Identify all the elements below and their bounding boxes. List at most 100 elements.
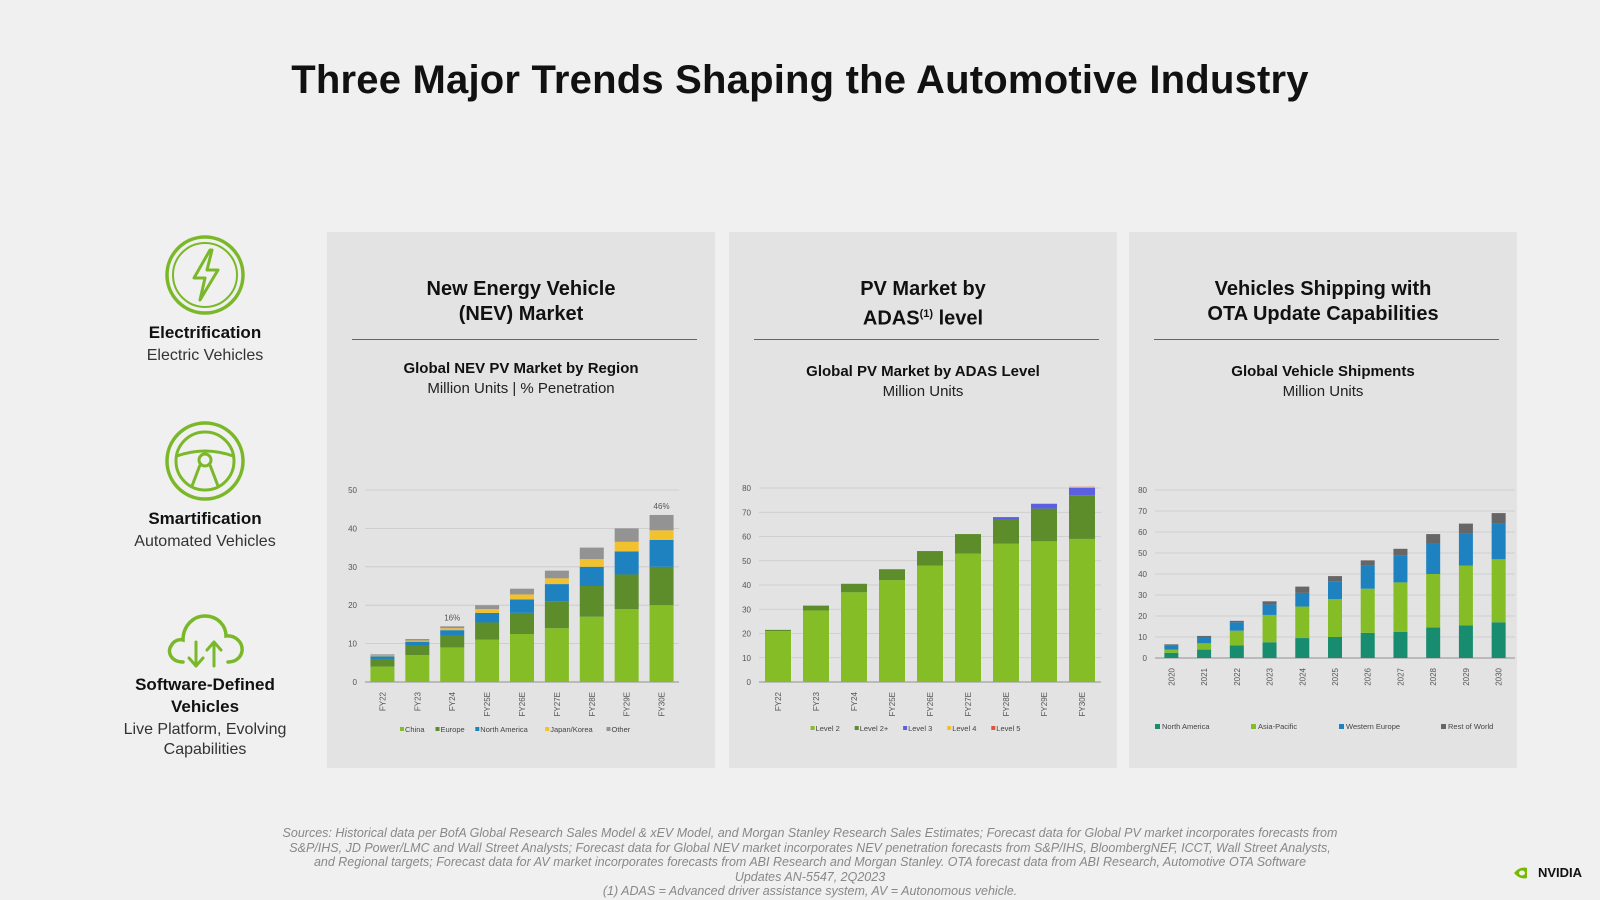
bar-segment <box>440 628 465 631</box>
nvidia-logo: NVIDIA <box>1513 865 1582 880</box>
bar-segment <box>1069 487 1095 488</box>
adas-market-panel: PV Market by ADAS(1) level Global PV Mar… <box>729 232 1117 768</box>
bar-segment <box>649 514 674 531</box>
trend-name: Electrification <box>148 323 262 342</box>
legend-label: Level 2+ <box>860 724 889 733</box>
x-tick-label: FY27E <box>553 692 562 716</box>
panel-heading: PV Market by ADAS(1) level <box>729 277 1117 332</box>
nev-chart: 0 10 20 30 40 50 FY22 FY23 FY24 FY25E FY26E FY27E FY… <box>348 486 679 734</box>
x-tick-label: FY29E <box>623 692 632 716</box>
footnote-line: and Regional targets; Forecast data for … <box>313 855 1307 869</box>
bar-segment <box>1393 555 1408 583</box>
bar-segment <box>1031 503 1057 509</box>
x-tick-label: 2030 <box>1495 667 1504 685</box>
y-tick-label: 40 <box>1138 570 1147 579</box>
bar-segment <box>405 645 430 656</box>
trend-software-defined-vehicles: Software-Defined Vehicles Live Platform,… <box>110 604 300 760</box>
bar-segment <box>993 543 1019 682</box>
y-tick-label: 50 <box>348 486 357 495</box>
bar-segment <box>1393 582 1408 632</box>
legend-label: Western Europe <box>1346 722 1400 731</box>
bar-segment <box>1458 523 1473 534</box>
x-tick-label: 2024 <box>1298 667 1307 685</box>
x-tick-label: FY27E <box>964 692 973 716</box>
legend-swatch <box>1251 724 1256 729</box>
bar-segment <box>1031 508 1057 542</box>
ota-panel: Vehicles Shipping with OTA Update Capabi… <box>1129 232 1517 768</box>
bar-segment <box>405 638 430 641</box>
bar-segment <box>1164 649 1179 653</box>
bar-segment <box>1328 637 1342 658</box>
x-tick-label: FY22 <box>378 691 387 711</box>
bar-segment <box>1295 606 1310 639</box>
bar-segment <box>1360 560 1375 566</box>
bar-segment <box>1164 652 1179 658</box>
legend-label: Japan/Korea <box>550 725 593 734</box>
bar-segment <box>649 605 674 682</box>
y-tick-label: 30 <box>348 563 357 572</box>
legend-swatch <box>810 726 815 730</box>
bar-segment <box>1458 625 1473 658</box>
y-tick-label: 70 <box>1138 507 1147 516</box>
chart-unit: Million Units | % Penetration <box>427 380 615 397</box>
legend-swatch <box>545 727 550 731</box>
bar-segment <box>440 630 465 636</box>
panel-heading-line2: (NEV) Market <box>458 303 584 325</box>
bar-segment <box>579 566 604 586</box>
nvidia-eye-icon <box>1513 867 1527 878</box>
bar-segment <box>544 584 569 602</box>
chart-title: Global Vehicle Shipments <box>1231 363 1415 380</box>
bar-segment <box>1229 620 1244 623</box>
y-tick-label: 60 <box>1138 528 1147 537</box>
bar-segment <box>841 592 867 682</box>
trend-electrification: Electrification Electric Vehicles <box>110 234 300 366</box>
x-tick-label: FY22 <box>774 691 783 711</box>
y-tick-label: 10 <box>348 640 357 649</box>
y-tick-label: 30 <box>742 605 751 614</box>
data-label: 46% <box>654 502 670 511</box>
x-tick-label: 2029 <box>1462 667 1471 685</box>
legend-label: Level 2 <box>816 724 840 733</box>
x-tick-label: FY30E <box>1078 692 1087 716</box>
panel-divider <box>1154 339 1499 340</box>
chart-legend: North America Asia-Pacific Western Europe R… <box>1155 722 1493 731</box>
y-tick-label: 0 <box>747 678 752 687</box>
bar-segment <box>1426 574 1441 628</box>
x-tick-label: FY29E <box>1040 692 1049 716</box>
bar-segment <box>1328 581 1342 600</box>
bar-segment <box>993 517 1019 520</box>
bar-segment <box>993 519 1019 544</box>
x-tick-label: FY23 <box>812 691 821 711</box>
bar-segment <box>544 578 569 585</box>
legend-swatch <box>606 727 611 731</box>
cloud-upload-download-icon <box>167 614 244 668</box>
chart-title: Global NEV PV Market by Region <box>403 360 639 377</box>
bar-segment <box>1458 565 1473 626</box>
y-tick-label: 80 <box>1138 486 1147 495</box>
bar-segment <box>1164 644 1179 646</box>
bar-segment <box>1262 642 1277 658</box>
trend-subtitle: Live Platform, Evolving Capabilities <box>123 721 287 758</box>
panel-heading-line1: Vehicles Shipping with <box>1214 278 1432 300</box>
x-tick-label: FY28E <box>1002 692 1011 716</box>
legend-swatch <box>1339 724 1344 729</box>
bar-segment <box>1031 541 1057 682</box>
y-tick-label: 20 <box>348 601 357 610</box>
data-label: 16% <box>444 613 460 622</box>
panel-divider <box>754 339 1099 340</box>
bar-segment <box>879 580 905 682</box>
bar-segment <box>614 528 639 542</box>
sources-footnote: Sources: Historical data per BofA Global… <box>220 826 1400 899</box>
panel-heading: Vehicles Shipping with OTA Update Capabi… <box>1129 277 1517 327</box>
trend-subtitle: Automated Vehicles <box>134 533 276 550</box>
bar-segment <box>1197 635 1212 637</box>
y-tick-label: 10 <box>1138 633 1147 642</box>
bar-segment <box>803 610 829 682</box>
chart-legend: Level 2 Level 2+ Level 3 Level 4 Level 5 <box>810 724 1020 733</box>
legend-swatch <box>947 726 952 730</box>
x-tick-label: 2020 <box>1167 667 1176 685</box>
bar-segment <box>440 635 465 648</box>
bar-segment <box>1360 632 1375 658</box>
legend-label: Other <box>612 725 631 734</box>
legend-swatch <box>1155 724 1160 729</box>
